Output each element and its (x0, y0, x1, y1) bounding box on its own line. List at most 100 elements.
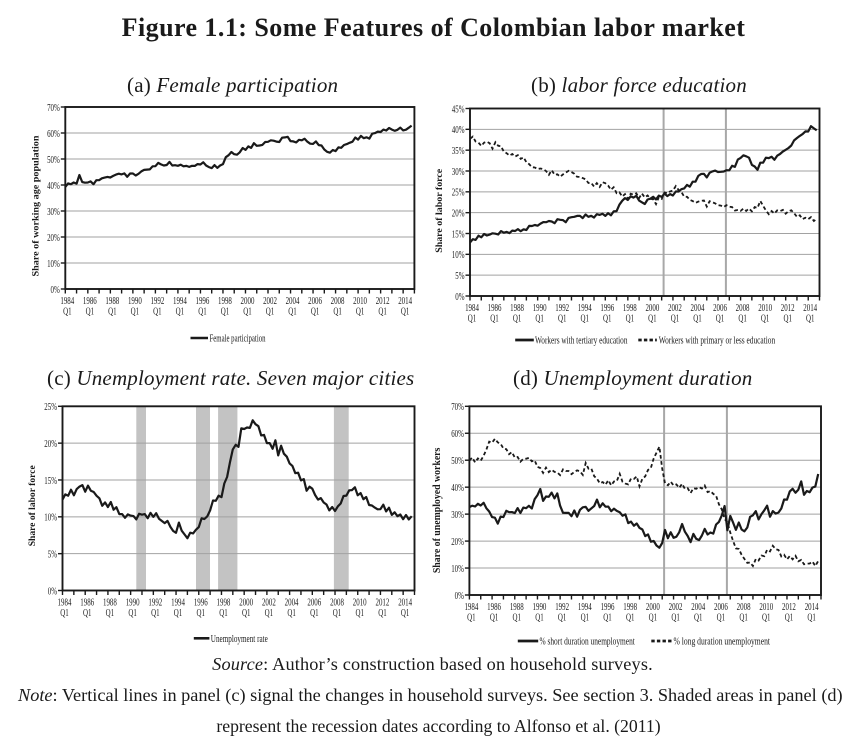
svg-text:1994: 1994 (173, 294, 187, 306)
svg-text:15%: 15% (44, 474, 57, 486)
svg-text:Q1: Q1 (60, 606, 69, 618)
svg-text:Q1: Q1 (739, 611, 748, 623)
svg-text:1990: 1990 (126, 596, 140, 608)
svg-text:Q1: Q1 (401, 305, 410, 317)
svg-text:50%: 50% (47, 153, 60, 165)
svg-text:Q1: Q1 (626, 312, 635, 324)
svg-text:20%: 20% (451, 535, 464, 547)
svg-text:2014: 2014 (398, 294, 412, 306)
svg-text:1992: 1992 (150, 294, 164, 306)
svg-text:Q1: Q1 (738, 312, 747, 324)
svg-text:45%: 45% (452, 103, 465, 115)
svg-text:Q1: Q1 (355, 606, 364, 618)
svg-text:Q1: Q1 (626, 611, 635, 623)
svg-text:Q1: Q1 (176, 305, 185, 317)
svg-text:2012: 2012 (376, 596, 390, 608)
svg-text:5%: 5% (48, 548, 57, 560)
svg-text:2006: 2006 (713, 301, 727, 313)
svg-text:20%: 20% (452, 207, 465, 219)
svg-text:20%: 20% (47, 231, 60, 243)
svg-text:Q1: Q1 (151, 606, 160, 618)
svg-text:Q1: Q1 (242, 606, 251, 618)
svg-text:Q1: Q1 (378, 606, 387, 618)
svg-text:10%: 10% (47, 257, 60, 269)
svg-text:Q1: Q1 (83, 606, 92, 618)
svg-text:1996: 1996 (196, 294, 210, 306)
svg-text:10%: 10% (452, 249, 465, 261)
svg-text:1984: 1984 (58, 596, 72, 608)
svg-text:Q1: Q1 (378, 305, 387, 317)
svg-text:1996: 1996 (600, 301, 614, 313)
svg-text:2008: 2008 (737, 600, 751, 612)
svg-text:1994: 1994 (171, 596, 185, 608)
svg-text:1986: 1986 (83, 294, 97, 306)
svg-text:Q1: Q1 (131, 305, 140, 317)
svg-text:70%: 70% (451, 401, 464, 413)
svg-text:Q1: Q1 (558, 312, 567, 324)
svg-text:2008: 2008 (331, 294, 345, 306)
svg-text:25%: 25% (44, 401, 57, 413)
svg-text:Q1: Q1 (716, 312, 725, 324)
svg-text:35%: 35% (452, 144, 465, 156)
svg-text:Q1: Q1 (401, 606, 410, 618)
svg-text:Q1: Q1 (490, 611, 499, 623)
svg-text:Q1: Q1 (535, 611, 544, 623)
svg-text:1998: 1998 (623, 301, 637, 313)
svg-text:Unemployment rate: Unemployment rate (211, 632, 268, 644)
svg-text:0%: 0% (455, 589, 464, 601)
svg-text:Q1: Q1 (86, 305, 95, 317)
svg-text:Share of unemployed workers: Share of unemployed workers (432, 448, 443, 574)
svg-text:1990: 1990 (533, 600, 547, 612)
svg-text:60%: 60% (47, 127, 60, 139)
svg-text:Q1: Q1 (219, 606, 228, 618)
svg-text:1998: 1998 (217, 596, 231, 608)
svg-text:15%: 15% (452, 228, 465, 240)
svg-text:Share of labor force: Share of labor force (28, 465, 38, 546)
svg-text:2004: 2004 (691, 600, 705, 612)
svg-text:5%: 5% (455, 269, 464, 281)
svg-text:Q1: Q1 (266, 305, 275, 317)
svg-text:40%: 40% (452, 124, 465, 136)
svg-text:20%: 20% (44, 437, 57, 449)
svg-text:Q1: Q1 (356, 305, 365, 317)
svg-text:10%: 10% (44, 511, 57, 523)
svg-text:1998: 1998 (623, 600, 637, 612)
svg-text:0%: 0% (51, 283, 60, 295)
svg-text:1986: 1986 (80, 596, 94, 608)
svg-text:25%: 25% (452, 186, 465, 198)
svg-text:2010: 2010 (353, 294, 367, 306)
svg-text:Q1: Q1 (288, 305, 297, 317)
svg-text:Q1: Q1 (108, 305, 117, 317)
svg-text:% long duration unemployment: % long duration unemployment (674, 635, 771, 647)
svg-text:Q1: Q1 (648, 312, 657, 324)
svg-text:Q1: Q1 (333, 606, 342, 618)
svg-text:% short duration unemployment: % short duration unemployment (540, 635, 636, 647)
svg-text:1986: 1986 (487, 600, 501, 612)
svg-text:10%: 10% (451, 562, 464, 574)
svg-text:1988: 1988 (105, 294, 119, 306)
svg-text:Q1: Q1 (649, 611, 658, 623)
svg-text:Q1: Q1 (693, 312, 702, 324)
svg-text:1988: 1988 (103, 596, 117, 608)
svg-text:1986: 1986 (488, 301, 502, 313)
svg-text:30%: 30% (47, 205, 60, 217)
svg-text:2010: 2010 (758, 301, 772, 313)
svg-text:Q1: Q1 (671, 312, 680, 324)
svg-text:2014: 2014 (803, 301, 817, 313)
svg-text:2010: 2010 (759, 600, 773, 612)
svg-text:1994: 1994 (578, 301, 592, 313)
svg-text:Q1: Q1 (128, 606, 137, 618)
svg-text:2004: 2004 (286, 294, 300, 306)
svg-text:Q1: Q1 (513, 312, 522, 324)
svg-text:1996: 1996 (194, 596, 208, 608)
svg-text:Q1: Q1 (806, 312, 815, 324)
svg-text:2002: 2002 (262, 596, 276, 608)
svg-text:1990: 1990 (128, 294, 142, 306)
svg-text:2014: 2014 (398, 596, 412, 608)
svg-text:2010: 2010 (353, 596, 367, 608)
svg-text:Q1: Q1 (333, 305, 342, 317)
svg-text:2006: 2006 (307, 596, 321, 608)
svg-text:Q1: Q1 (717, 611, 726, 623)
svg-text:Workers with primary or less e: Workers with primary or less education (659, 334, 776, 346)
svg-text:Q1: Q1 (311, 305, 320, 317)
